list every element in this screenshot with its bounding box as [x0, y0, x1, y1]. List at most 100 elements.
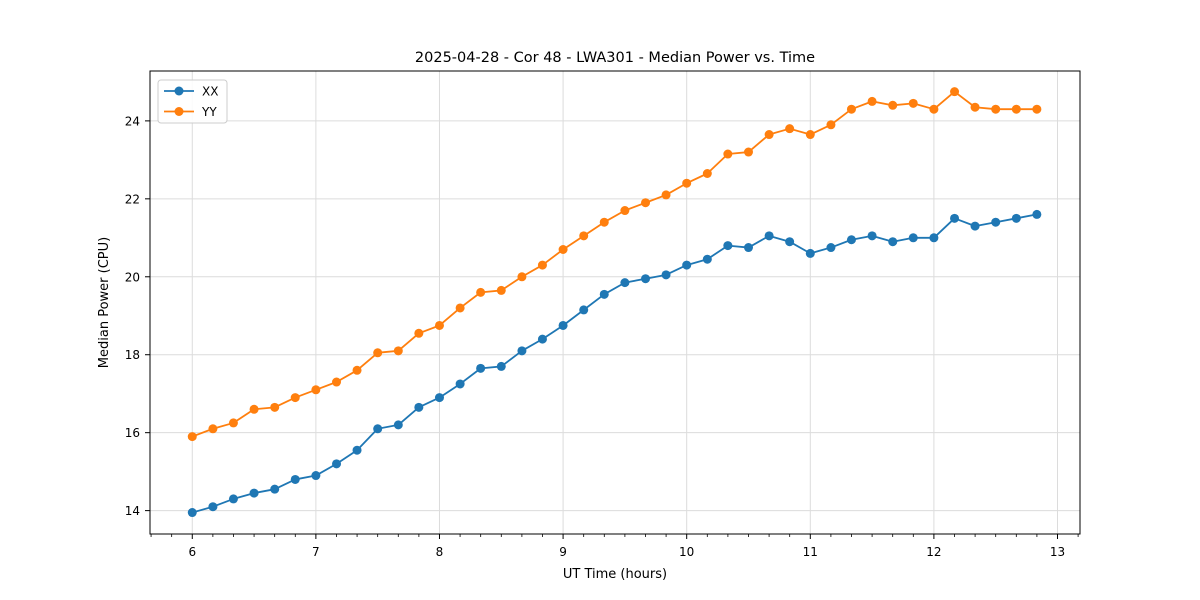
legend-label-xx: XX	[202, 85, 218, 99]
data-point-xx	[373, 424, 383, 434]
data-point-yy	[187, 432, 197, 442]
data-point-yy	[805, 130, 815, 140]
data-point-xx	[332, 459, 342, 469]
y-tick-label: 24	[125, 114, 140, 128]
data-point-yy	[682, 178, 692, 188]
data-point-xx	[434, 393, 444, 403]
data-point-xx	[846, 235, 856, 245]
legend: XX YY	[157, 79, 228, 124]
data-point-yy	[228, 418, 238, 428]
data-point-xx	[599, 289, 609, 299]
data-point-yy	[908, 98, 918, 108]
plot-border-rect	[149, 70, 1081, 535]
x-tick-label: 9	[559, 545, 567, 559]
data-point-xx	[620, 278, 630, 288]
data-point-yy	[641, 198, 651, 208]
data-point-xx	[537, 334, 547, 344]
legend-marker-xx	[174, 86, 184, 96]
data-point-yy	[496, 285, 506, 295]
data-point-yy	[455, 303, 465, 313]
data-point-xx	[496, 361, 506, 371]
data-point-yy	[991, 104, 1001, 114]
data-point-xx	[950, 213, 960, 223]
data-point-yy	[434, 320, 444, 330]
x-tick-label: 6	[188, 545, 196, 559]
data-point-xx	[991, 217, 1001, 227]
data-point-yy	[785, 124, 795, 134]
data-point-yy	[620, 206, 630, 216]
axis-ticks: 6 7 8 9 10 11 12 13 14 16 18 20 22 24	[125, 114, 1079, 559]
plot-border	[149, 70, 1081, 535]
series-yy-line	[191, 90, 1037, 438]
data-point-yy	[970, 102, 980, 112]
x-tick-label: 12	[926, 545, 941, 559]
data-point-yy	[249, 404, 259, 414]
data-point-yy	[208, 424, 218, 434]
series-xx-line	[192, 213, 1038, 514]
x-tick-label: 8	[436, 545, 444, 559]
y-axis-label: Median Power (CPU)	[97, 237, 112, 368]
data-point-xx	[249, 488, 259, 498]
y-tick-label: 22	[125, 192, 140, 206]
data-point-yy	[579, 231, 589, 241]
data-point-xx	[682, 260, 692, 270]
series-xx	[187, 209, 1042, 518]
data-point-xx	[1011, 213, 1021, 223]
data-point-yy	[558, 245, 568, 254]
data-point-xx	[888, 237, 898, 247]
data-point-xx	[641, 274, 651, 284]
data-point-yy	[476, 287, 486, 297]
data-point-xx	[352, 445, 362, 455]
data-point-yy	[846, 104, 856, 114]
data-point-xx	[290, 474, 300, 484]
legend-item-xx: XX	[164, 85, 218, 99]
x-tick-label: 11	[803, 545, 818, 559]
data-point-yy	[826, 120, 836, 130]
data-point-yy	[332, 377, 342, 387]
data-point-yy	[888, 100, 898, 110]
legend-marker-yy	[174, 107, 184, 116]
y-tick-label: 20	[125, 270, 140, 284]
data-point-xx	[805, 248, 815, 258]
data-point-xx	[517, 346, 527, 356]
data-point-xx	[723, 241, 733, 251]
data-point-yy	[950, 87, 960, 97]
data-point-xx	[785, 237, 795, 247]
chart-title: 2025-04-28 - Cor 48 - LWA301 - Median Po…	[415, 50, 815, 66]
data-point-xx	[414, 402, 424, 412]
data-point-yy	[743, 147, 753, 157]
x-tick-label: 7	[312, 545, 320, 559]
legend-label-yy: YY	[201, 105, 217, 119]
data-point-xx	[476, 363, 486, 373]
data-point-xx	[743, 243, 753, 253]
data-point-yy	[290, 393, 300, 403]
x-tick-label: 13	[1050, 545, 1065, 559]
x-axis-label: UT Time (hours)	[563, 567, 667, 582]
data-point-yy	[414, 328, 424, 338]
data-point-xx	[187, 508, 197, 518]
data-point-xx	[228, 494, 238, 504]
data-point-xx	[929, 233, 939, 243]
data-point-xx	[311, 471, 321, 481]
data-point-yy	[661, 190, 671, 200]
data-point-xx	[455, 379, 465, 389]
data-point-yy	[270, 402, 280, 412]
series-yy	[187, 87, 1042, 442]
data-point-xx	[826, 243, 836, 253]
series-layer	[187, 87, 1042, 518]
data-point-yy	[599, 217, 609, 227]
data-point-xx	[702, 254, 712, 264]
y-tick-label: 18	[125, 348, 140, 362]
data-point-xx	[558, 320, 568, 330]
data-point-xx	[867, 231, 877, 241]
data-point-yy	[517, 272, 527, 282]
data-point-xx	[579, 305, 589, 315]
data-point-xx	[393, 420, 403, 430]
data-point-xx	[208, 502, 218, 512]
data-point-yy	[373, 348, 383, 358]
data-point-yy	[702, 169, 712, 178]
data-point-yy	[311, 385, 321, 395]
data-point-xx	[764, 231, 774, 241]
